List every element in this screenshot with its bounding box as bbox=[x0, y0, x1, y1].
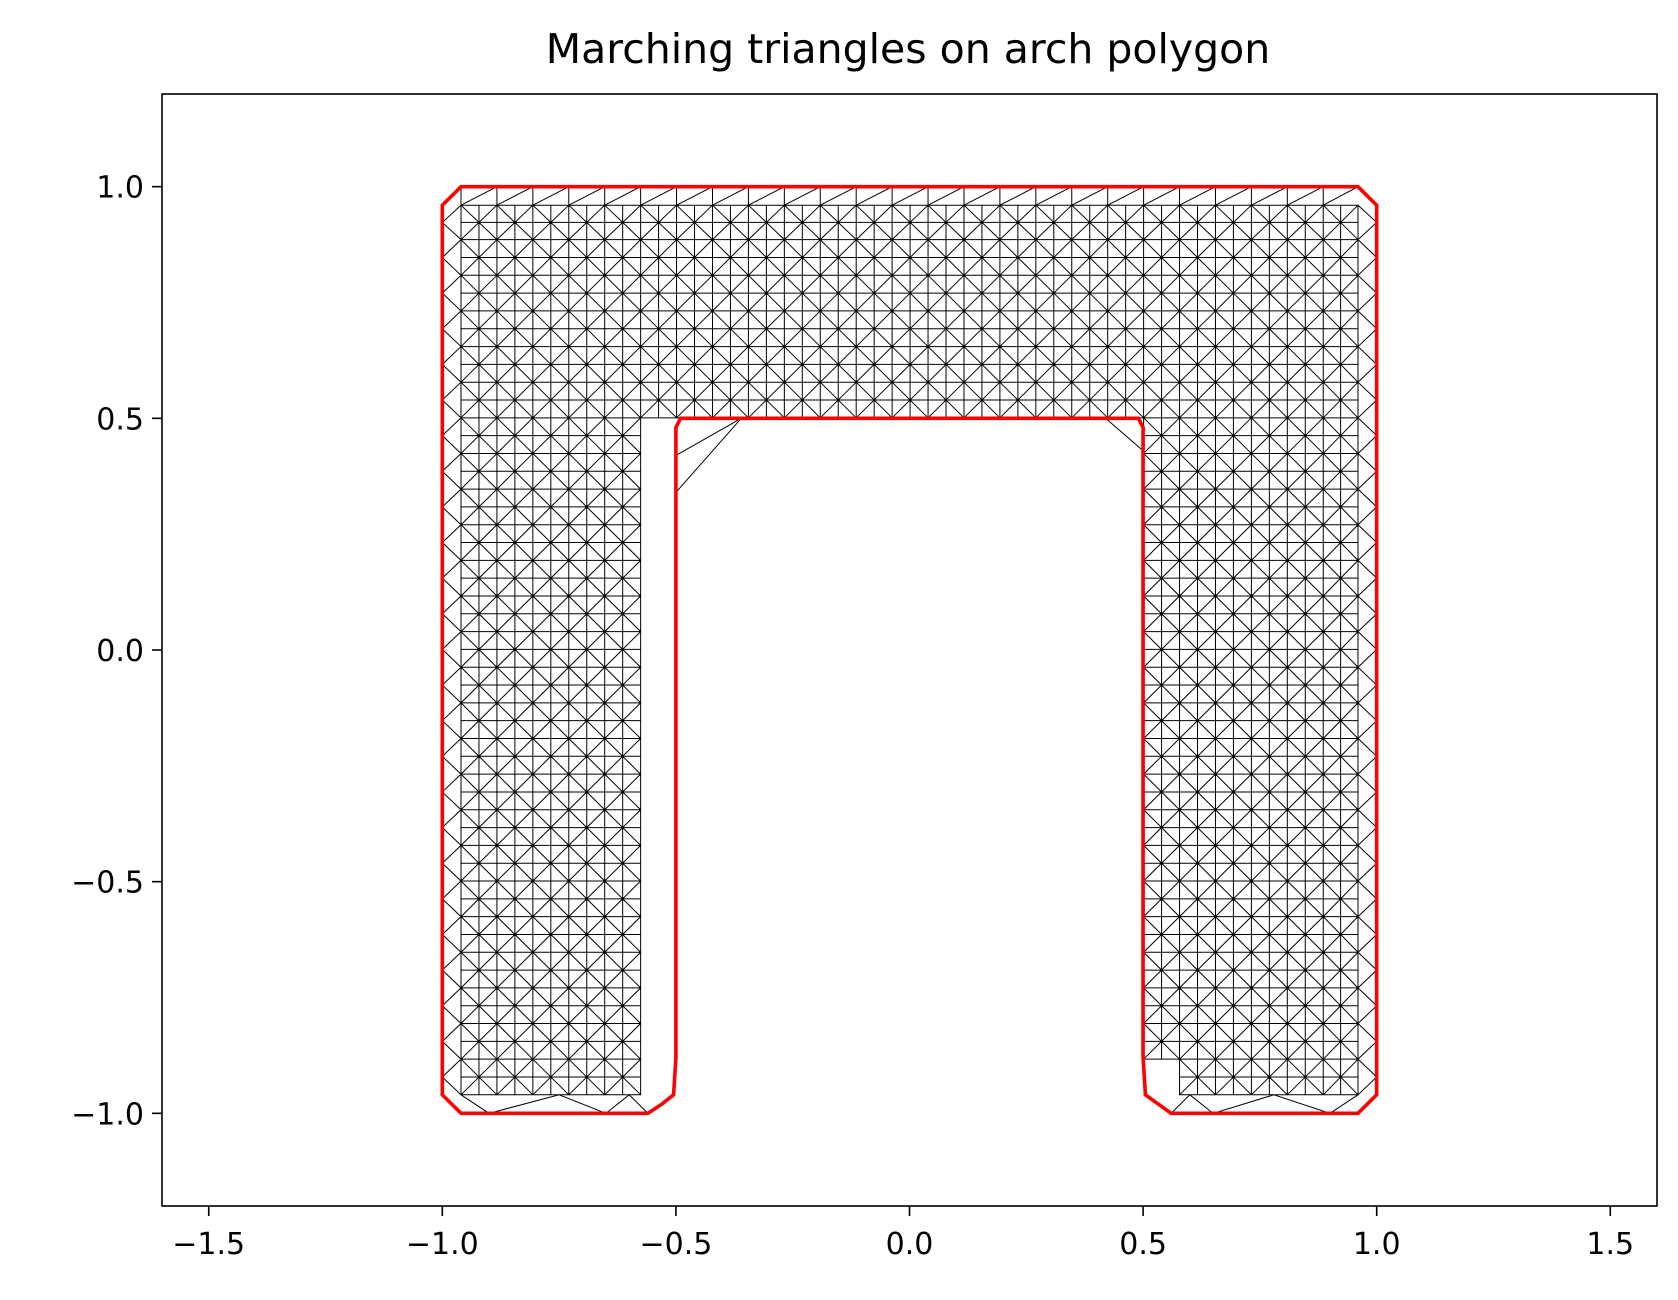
x-tick-label: −0.5 bbox=[639, 1227, 712, 1262]
x-tick-label: −1.0 bbox=[406, 1227, 479, 1262]
y-tick-label: −1.0 bbox=[71, 1097, 144, 1132]
x-axis: −1.5 −1.0 −0.5 0.0 0.5 1.0 1.5 bbox=[172, 1206, 1634, 1262]
x-tick-label: 1.0 bbox=[1353, 1227, 1401, 1262]
mesh-boundary-triangles bbox=[441, 186, 1378, 1114]
y-tick-label: 0.0 bbox=[96, 634, 144, 669]
polygon-outline bbox=[440, 184, 1379, 1116]
x-tick-label: 0.5 bbox=[1119, 1227, 1167, 1262]
y-axis: −1.0 −0.5 0.0 0.5 1.0 bbox=[71, 171, 162, 1132]
x-tick-label: −1.5 bbox=[172, 1227, 245, 1262]
chart-title: Marching triangles on arch polygon bbox=[546, 25, 1271, 73]
mesh-cells bbox=[460, 204, 1359, 1096]
plot-area bbox=[162, 94, 1657, 1206]
triangle-mesh bbox=[441, 186, 1378, 1114]
y-tick-label: −0.5 bbox=[71, 866, 144, 901]
y-tick-label: 1.0 bbox=[96, 171, 144, 206]
x-tick-label: 1.5 bbox=[1586, 1227, 1634, 1262]
x-tick-label: 0.0 bbox=[886, 1227, 934, 1262]
y-tick-label: 0.5 bbox=[96, 402, 144, 437]
